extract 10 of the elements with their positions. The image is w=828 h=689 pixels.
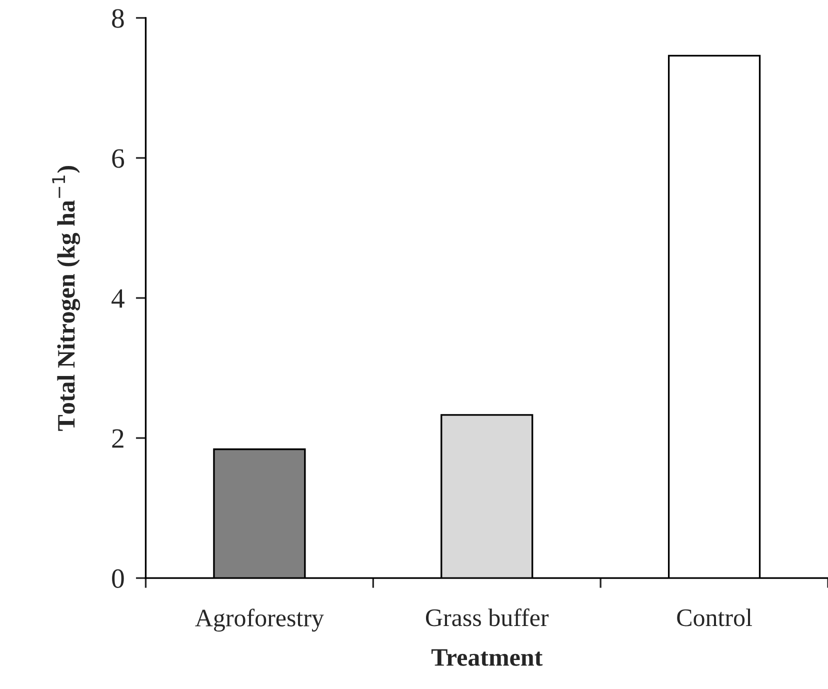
y-tick-label: 0 <box>112 569 124 588</box>
x-axis-title: Treatment <box>431 649 543 666</box>
y-tick-label: 4 <box>112 289 124 308</box>
y-tick-label: 2 <box>112 429 124 448</box>
y-tick-label: 8 <box>112 9 124 28</box>
x-tick-label: Grass buffer <box>426 608 549 626</box>
y-tick-label: 6 <box>112 149 124 168</box>
y-axis-title: Total Nitrogen (kg ha$^{−1}$) <box>52 166 80 431</box>
x-tick-label: Agroforestry <box>195 608 324 632</box>
x-tick-label: Control <box>677 608 752 626</box>
